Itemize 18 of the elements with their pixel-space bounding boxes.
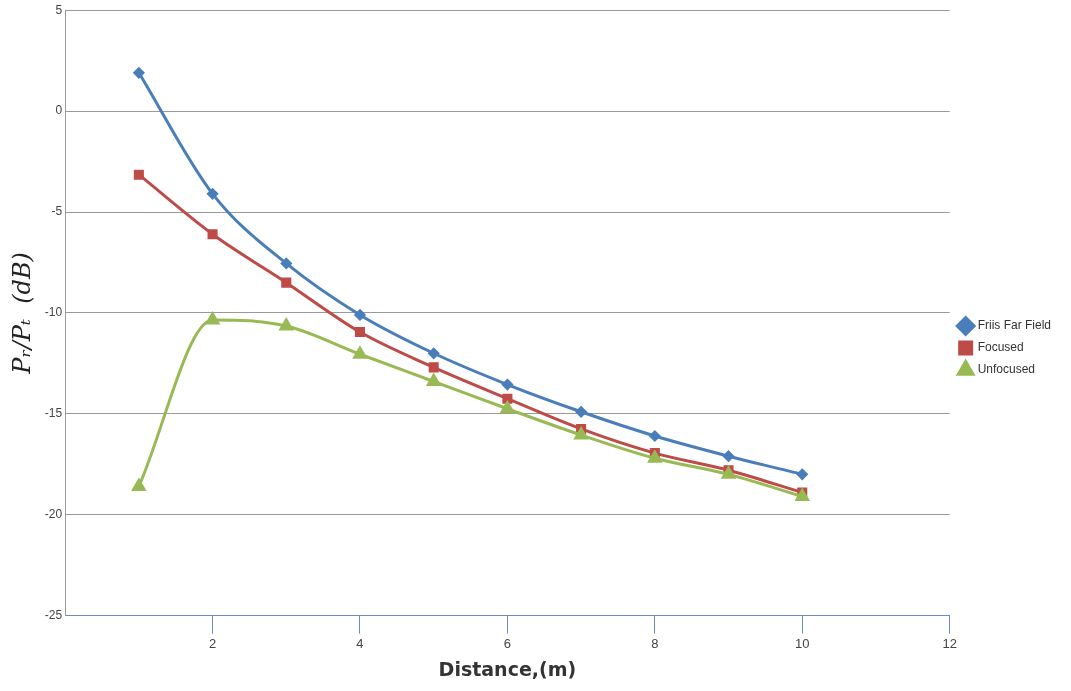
x-tick-label: 12 [942,635,957,651]
y-tick-label: -20 [44,507,63,522]
y-tick-label: 5 [55,2,63,17]
x-tick-label: 10 [795,635,810,651]
x-tick-label: 2 [208,635,217,651]
y-tick-label: -15 [44,406,63,421]
y-tick-label: -25 [44,607,63,622]
legend-label: Friis Far Field [977,318,1052,333]
legend-label: Unfocused [977,362,1036,377]
y-axis-title: Pᵣ/Pₜ (dB) [7,252,36,375]
legend-label: Focused [977,340,1024,355]
x-tick-label: 4 [356,635,364,651]
x-tick-label: 8 [651,635,659,651]
y-tick-label: -5 [51,204,63,219]
y-tick-label: 0 [55,103,63,118]
x-tick-label: 6 [503,635,512,651]
x-axis-title: Distance,(m) [438,657,577,680]
y-tick-label: -10 [44,305,63,320]
